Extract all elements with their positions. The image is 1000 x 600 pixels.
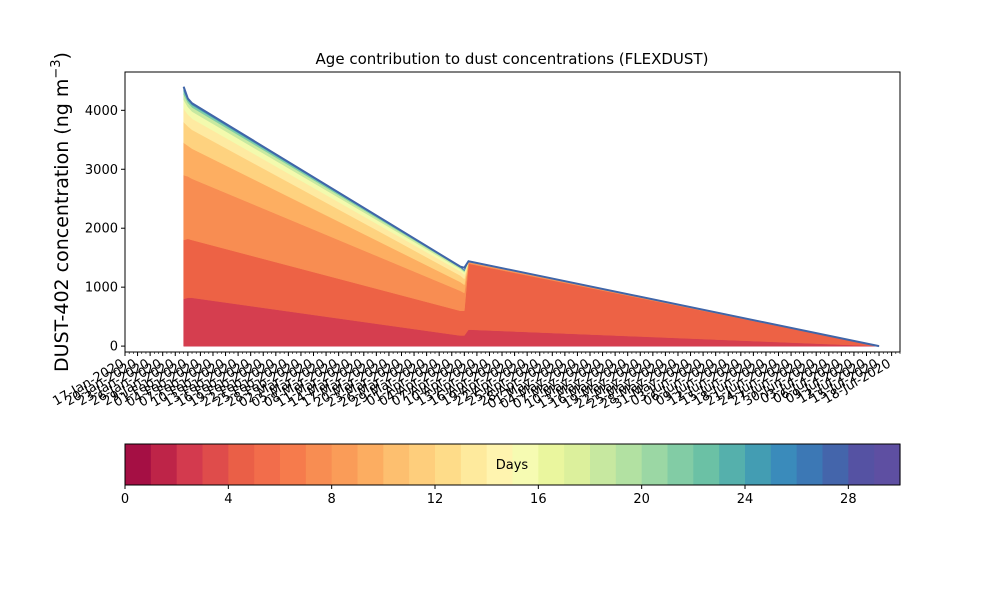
colorbar-swatch [615,444,643,485]
y-axis-label-main: DUST-402 concentration (ng m [51,79,73,372]
y-axis: 0 1000 2000 3000 4000 [85,104,125,355]
total-line [182,86,880,348]
main-plot: 17-Jan-202020-Jan-202023-Jan-202026-Jan-… [49,50,901,412]
colorbar-swatch [150,444,178,485]
colorbar-swatch [822,444,849,485]
area-layer [182,86,880,348]
colorbar-swatch [460,444,488,485]
colorbar-swatch [125,444,152,485]
colorbar-swatch [848,444,875,485]
y-axis-label: DUST-402 concentration (ng m−3) [49,52,73,372]
colorbar-tick-label: 24 [737,492,754,507]
colorbar-tick-label: 16 [530,492,547,507]
colorbar-swatch [693,444,720,485]
colorbar-swatch [383,444,410,485]
colorbar-swatch [641,444,669,485]
colorbar-swatch [202,444,229,485]
colorbar-swatch [357,444,384,485]
y-tick-label: 0 [110,340,118,355]
colorbar-swatch [874,444,901,485]
colorbar-swatches [125,444,901,485]
colorbar-swatch [409,444,436,485]
colorbar-label: Days [496,458,529,473]
colorbar-tick-label: 20 [633,492,650,507]
colorbar-swatch [486,444,514,485]
colorbar-tick-label: 0 [121,492,129,507]
colorbar-swatch [770,444,798,485]
colorbar-swatch [745,444,772,485]
colorbar-tick-label: 12 [427,492,444,507]
y-axis-label-superscript: −3 [49,59,64,78]
colorbar-swatch [796,444,824,485]
colorbar-ticks: 0 4 8 12 16 20 24 28 [121,485,857,507]
colorbar: Days 0 4 8 12 16 20 24 28 [121,443,901,507]
y-tick-label: 1000 [85,281,118,296]
y-tick-label: 3000 [85,163,118,178]
colorbar-swatch [176,444,204,485]
colorbar-swatch [331,444,359,485]
x-axis: 17-Jan-202020-Jan-202023-Jan-202026-Jan-… [50,352,901,412]
colorbar-tick-label: 4 [224,492,232,507]
colorbar-frame [124,443,901,486]
colorbar-swatch [435,444,462,485]
colorbar-tick-label: 28 [840,492,857,507]
colorbar-swatch [512,444,539,485]
colorbar-tick-label: 8 [328,492,336,507]
plot-frame [124,71,901,353]
colorbar-swatch [305,444,333,485]
colorbar-swatch [538,444,565,485]
colorbar-swatch [590,444,617,485]
chart-title: Age contribution to dust concentrations … [316,50,709,68]
colorbar-swatch [667,444,694,485]
y-tick-label: 2000 [85,222,118,237]
colorbar-swatch [228,444,255,485]
y-tick-label: 4000 [85,104,118,119]
colorbar-swatch [280,444,307,485]
colorbar-swatch [254,444,281,485]
colorbar-swatch [719,444,746,485]
y-axis-label-close: ) [51,52,73,59]
colorbar-swatch [564,444,591,485]
